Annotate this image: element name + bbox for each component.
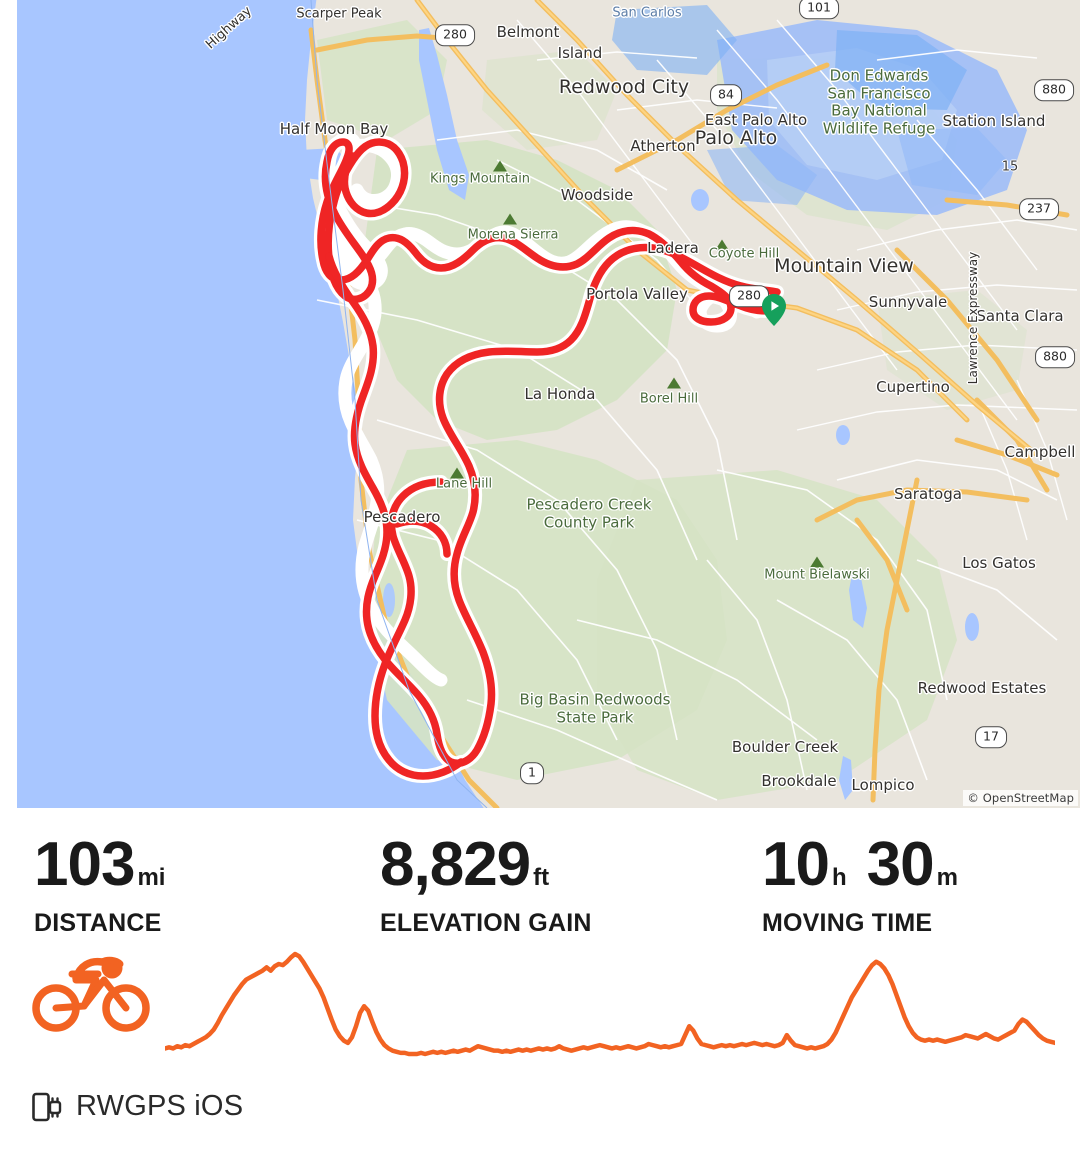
elevation-profile-chart <box>165 951 1055 1057</box>
stat-distance-label: DISTANCE <box>34 909 162 937</box>
peak-marker-icon <box>493 160 507 172</box>
source-app-footer: RWGPS iOS <box>32 1090 243 1123</box>
highway-shield-280: 280 <box>435 24 475 46</box>
stat-elevation-label: ELEVATION GAIN <box>380 909 592 937</box>
highway-shield-84: 84 <box>710 84 742 106</box>
stat-moving-time: 10 h 30 m MOVING TIME <box>762 834 958 938</box>
peak-marker-icon <box>503 213 517 225</box>
map-canvas[interactable]: Don Edwards San Francisco Bay National Wild… <box>17 0 1080 808</box>
stat-elevation-unit: ft <box>533 864 550 891</box>
stat-distance-value-row: 103 mi <box>34 834 165 896</box>
stat-elevation-value-row: 8,829 ft <box>380 834 592 896</box>
start-marker[interactable] <box>762 294 786 326</box>
map-tiles <box>17 0 1080 808</box>
highway-shield-880-north: 880 <box>1034 79 1074 101</box>
stat-distance-unit: mi <box>137 864 166 891</box>
map-container[interactable]: Don Edwards San Francisco Bay National Wild… <box>0 0 1080 810</box>
highway-shield-101: 101 <box>799 0 839 19</box>
stat-time-hours-unit: h <box>831 864 847 891</box>
stat-distance: 103 mi DISTANCE <box>34 834 165 938</box>
stat-time-hours: 10 <box>762 830 830 899</box>
cyclist-icon <box>32 950 150 1041</box>
stat-time-label: MOVING TIME <box>762 909 933 937</box>
highway-shield-17: 17 <box>975 726 1007 748</box>
highway-shield-15: 15 <box>1001 159 1019 175</box>
stat-time-minutes-unit: m <box>936 864 958 891</box>
stat-distance-value: 103 <box>34 830 135 899</box>
peak-marker-icon <box>450 467 464 479</box>
map-attribution[interactable]: © OpenStreetMap <box>963 790 1078 806</box>
stats-row: 103 mi DISTANCE 8,829 ft ELEVATION GAIN … <box>0 812 1080 942</box>
stat-elevation-value: 8,829 <box>380 830 531 899</box>
stat-time-value-row: 10 h 30 m <box>762 834 958 896</box>
stat-time-minutes: 30 <box>866 830 935 899</box>
peak-marker-icon <box>667 377 681 389</box>
elevation-profile-row <box>0 948 1080 1066</box>
highway-shield-1: 1 <box>520 762 544 784</box>
peak-marker-icon <box>810 556 824 568</box>
source-app-label: RWGPS iOS <box>76 1090 244 1122</box>
stat-elevation-gain: 8,829 ft ELEVATION GAIN <box>380 834 592 938</box>
highway-shield-237: 237 <box>1019 198 1059 220</box>
device-phone-watch-icon <box>32 1091 62 1123</box>
highway-shield-880-south: 880 <box>1035 346 1075 368</box>
peak-marker-icon <box>715 239 729 251</box>
highway-shield-280-south: 280 <box>729 285 769 307</box>
